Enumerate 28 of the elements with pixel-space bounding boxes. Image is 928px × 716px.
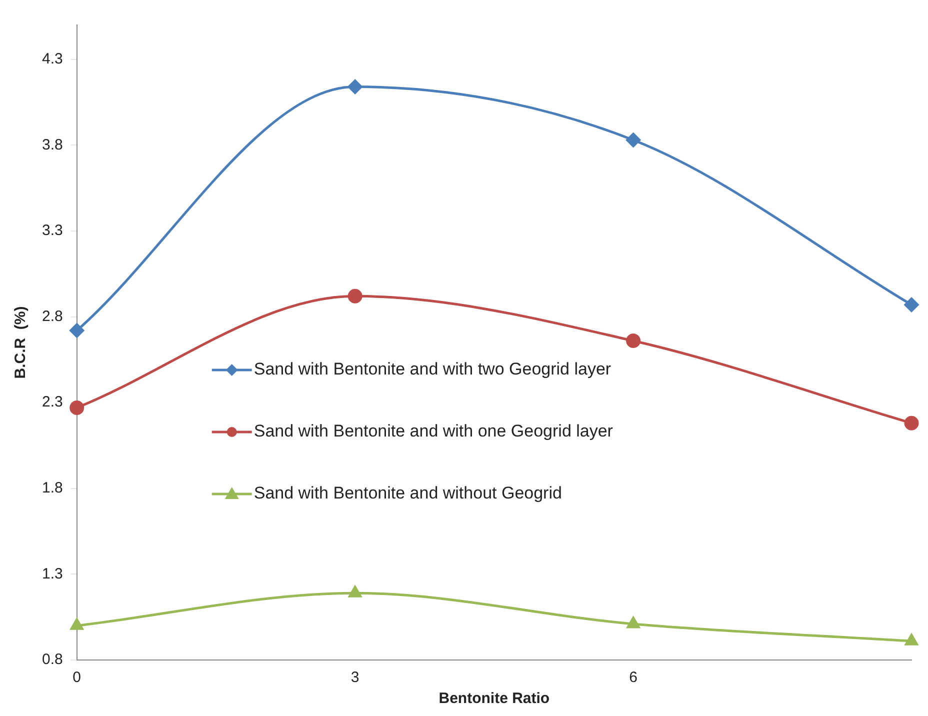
y-tick-label: 0.8 <box>42 651 63 668</box>
point <box>626 334 641 348</box>
x-axis-title: Bentonite Ratio <box>438 690 550 708</box>
point <box>348 586 362 598</box>
y-tick-label: 3.3 <box>42 222 63 240</box>
y-tick-label: 1.8 <box>42 480 63 497</box>
y-axis-title: B.C.R (%) <box>12 306 30 379</box>
y-tick-label: 4.3 <box>42 50 63 68</box>
point <box>70 618 84 630</box>
y-tick-label: 2.8 <box>42 308 63 325</box>
point <box>904 416 919 430</box>
point <box>70 400 84 415</box>
x-tick-label: 0 <box>72 669 82 686</box>
point <box>904 297 919 312</box>
point <box>905 634 918 646</box>
y-tick-label: 3.8 <box>42 136 63 154</box>
point <box>348 288 362 304</box>
point <box>348 80 362 94</box>
y-tick-label: 1.3 <box>42 565 63 582</box>
point <box>626 132 641 148</box>
legend-label: Sand with Bentonite and with two Geogrid layer <box>254 360 612 379</box>
legend-label: Sand with Bentonite and without Geogrid <box>254 484 562 503</box>
point <box>70 323 84 338</box>
x-tick-label: 6 <box>629 669 638 686</box>
x-tick-label: 3 <box>350 669 360 686</box>
y-tick-label: 2.3 <box>42 394 63 411</box>
legend-label: Sand with Bentonite and with one Geogrid layer <box>254 422 614 441</box>
point <box>626 616 640 628</box>
